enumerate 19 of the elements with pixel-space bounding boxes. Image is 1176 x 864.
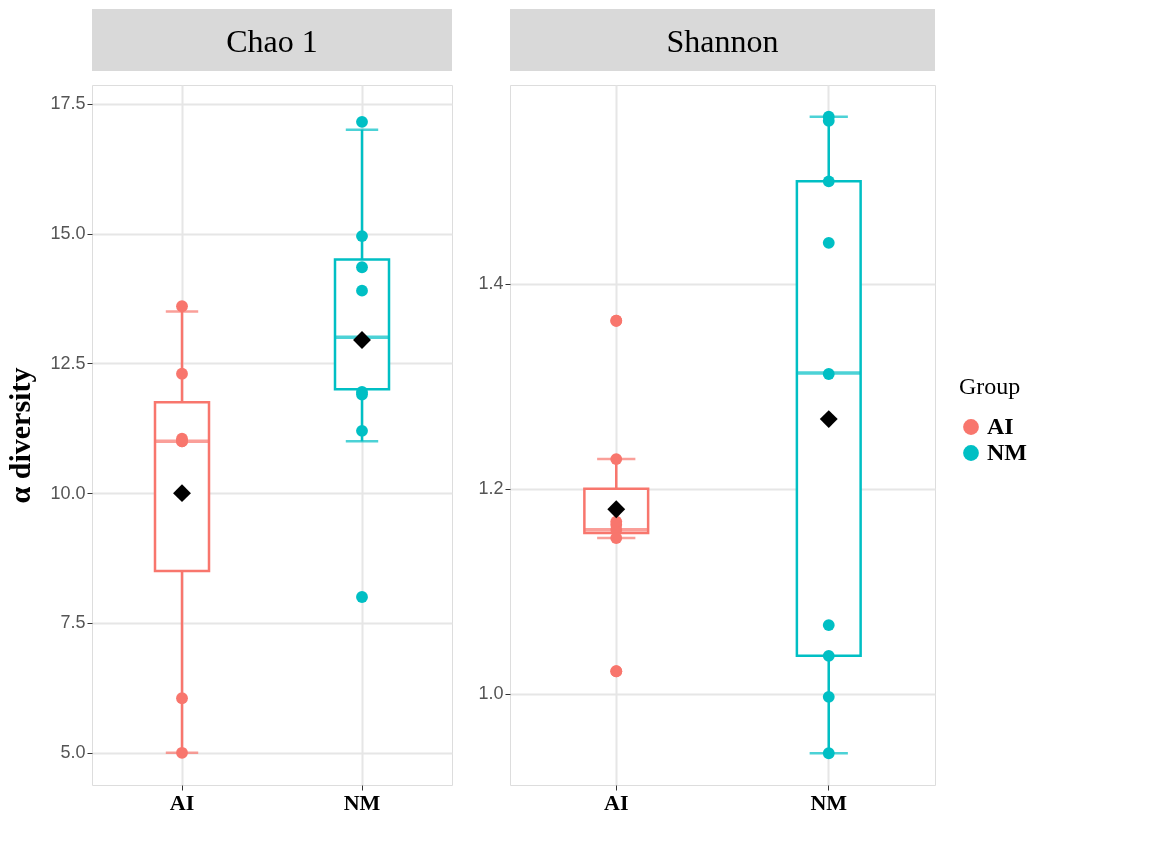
legend-title: Group [959,373,1021,399]
x-tick-label: AI [604,789,629,815]
x-tick-label: NM [343,789,381,815]
y-tick-label: 17.5 [50,93,86,114]
y-tick-label: 1.0 [478,683,504,704]
chart-title: Chao 1 [226,23,318,59]
legend-label: NM [987,439,1027,465]
y-axis-title: α diversity [3,367,37,504]
y-tick-label: 1.4 [478,273,504,294]
y-tick-label: 1.2 [478,478,504,499]
y-tick-label: 7.5 [60,612,86,633]
legend-label: AI [987,413,1014,439]
y-tick-label: 15.0 [50,223,86,244]
y-tick-label: 10.0 [50,482,86,503]
y-tick-label: 5.0 [60,742,86,763]
x-tick-label: NM [810,789,848,815]
x-tick-label: AI [169,789,195,815]
chart-title: Shannon [666,23,779,59]
y-tick-label: 12.5 [50,352,86,373]
